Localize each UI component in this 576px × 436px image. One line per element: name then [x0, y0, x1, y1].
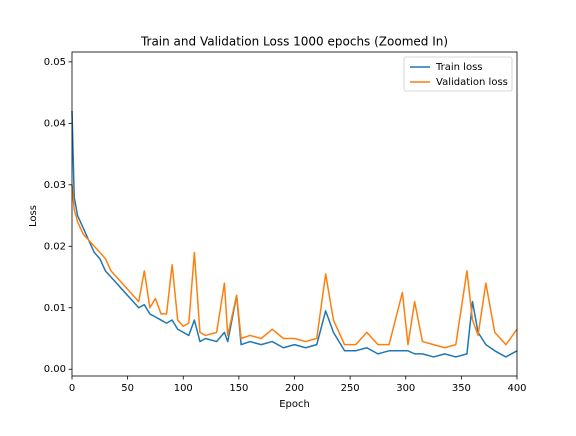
- x-tick-label: 0: [69, 383, 75, 394]
- legend-label: Train loss: [435, 62, 483, 73]
- legend-box: [403, 56, 513, 92]
- legend-label: Validation loss: [436, 77, 508, 88]
- chart-title: Train and Validation Loss 1000 epochs (Z…: [140, 35, 448, 49]
- x-tick-label: 250: [341, 383, 360, 394]
- series-line: [71, 184, 518, 349]
- plot-frame: [71, 51, 518, 377]
- y-tick-label: 0.01: [44, 303, 66, 314]
- y-tick-label: 0.04: [44, 118, 66, 129]
- y-tick-label: 0.00: [44, 364, 66, 375]
- x-tick-label: 100: [174, 383, 193, 394]
- x-tick-label: 150: [229, 383, 248, 394]
- x-tick-label: 400: [507, 383, 526, 394]
- y-tick-label: 0.05: [44, 57, 66, 68]
- y-axis-label: Loss: [28, 205, 39, 227]
- x-tick-label: 50: [121, 383, 134, 394]
- x-axis-label: Epoch: [279, 399, 310, 410]
- x-tick-label: 300: [396, 383, 415, 394]
- y-tick-label: 0.03: [44, 180, 66, 191]
- x-tick-label: 350: [452, 383, 471, 394]
- y-tick-label: 0.02: [44, 241, 66, 252]
- x-tick-label: 200: [285, 383, 304, 394]
